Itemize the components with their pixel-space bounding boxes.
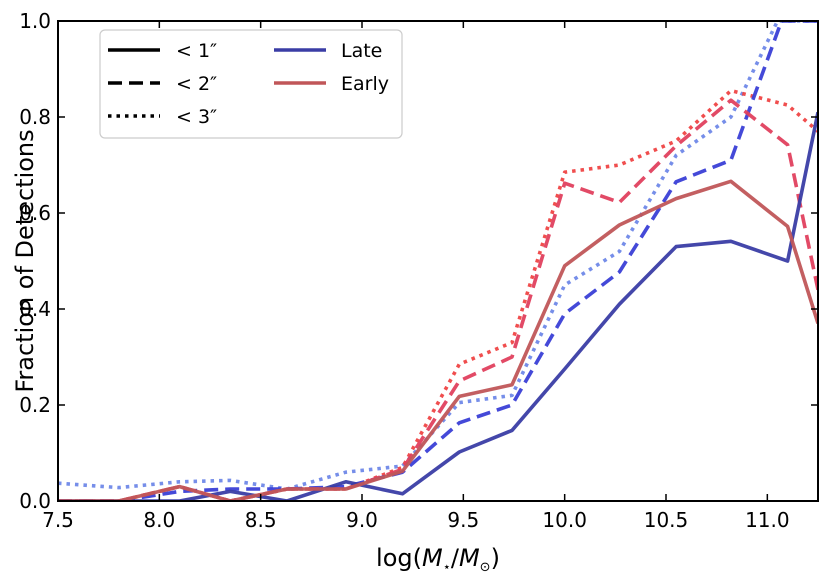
legend-entries: < 1″ < 2″ < 3″ Late Early: [108, 40, 389, 128]
x-tick-label-1: 8.0: [143, 508, 175, 532]
y-tick-label-2: 0.4: [19, 297, 51, 321]
x-tick-label-7: 11.0: [745, 508, 790, 532]
x-tick-label-2: 8.5: [245, 508, 277, 532]
x-tick-label-0: 7.5: [42, 508, 74, 532]
y-tick-label-1: 0.2: [19, 393, 51, 417]
legend-label-solid: < 1″: [176, 40, 217, 62]
series-line-early-solid: [58, 179, 818, 501]
series-line-late-dotted: [58, 21, 818, 491]
legend-label-early: Early: [341, 73, 389, 95]
y-tick-label-0: 0.0: [19, 489, 51, 513]
legend-label-late: Late: [341, 40, 382, 62]
x-tick-label-4: 9.5: [447, 508, 479, 532]
series-line-late-solid: [58, 111, 818, 501]
y-tick-label-5: 1.0: [19, 9, 51, 33]
y-tick-label-3: 0.6: [19, 201, 51, 225]
y-tick-label-4: 0.8: [19, 105, 51, 129]
series-line-early-dashed: [58, 98, 818, 501]
x-tick-label-6: 10.5: [644, 508, 689, 532]
legend-label-dotted: < 3″: [176, 106, 217, 128]
x-axis-label: log(M⋆/M⊙): [376, 544, 500, 575]
x-tick-label-5: 10.0: [542, 508, 587, 532]
plot-frame: [57, 20, 819, 502]
series-layer: [58, 21, 818, 501]
legend-box: [99, 29, 403, 139]
legend: < 1″ < 2″ < 3″ Late Early: [99, 29, 403, 139]
series-line-early-dotted: [58, 88, 818, 501]
y-axis-label: Fraction of Detections: [11, 129, 39, 392]
x-tick-label-3: 9.0: [346, 508, 378, 532]
tick-layer: 7.5 8.0 8.5 9.0 9.5 10.0 10.5 11.0 0.0 0.2 0.4 0.6 0…: [19, 9, 818, 532]
legend-label-dashed: < 2″: [176, 73, 217, 95]
